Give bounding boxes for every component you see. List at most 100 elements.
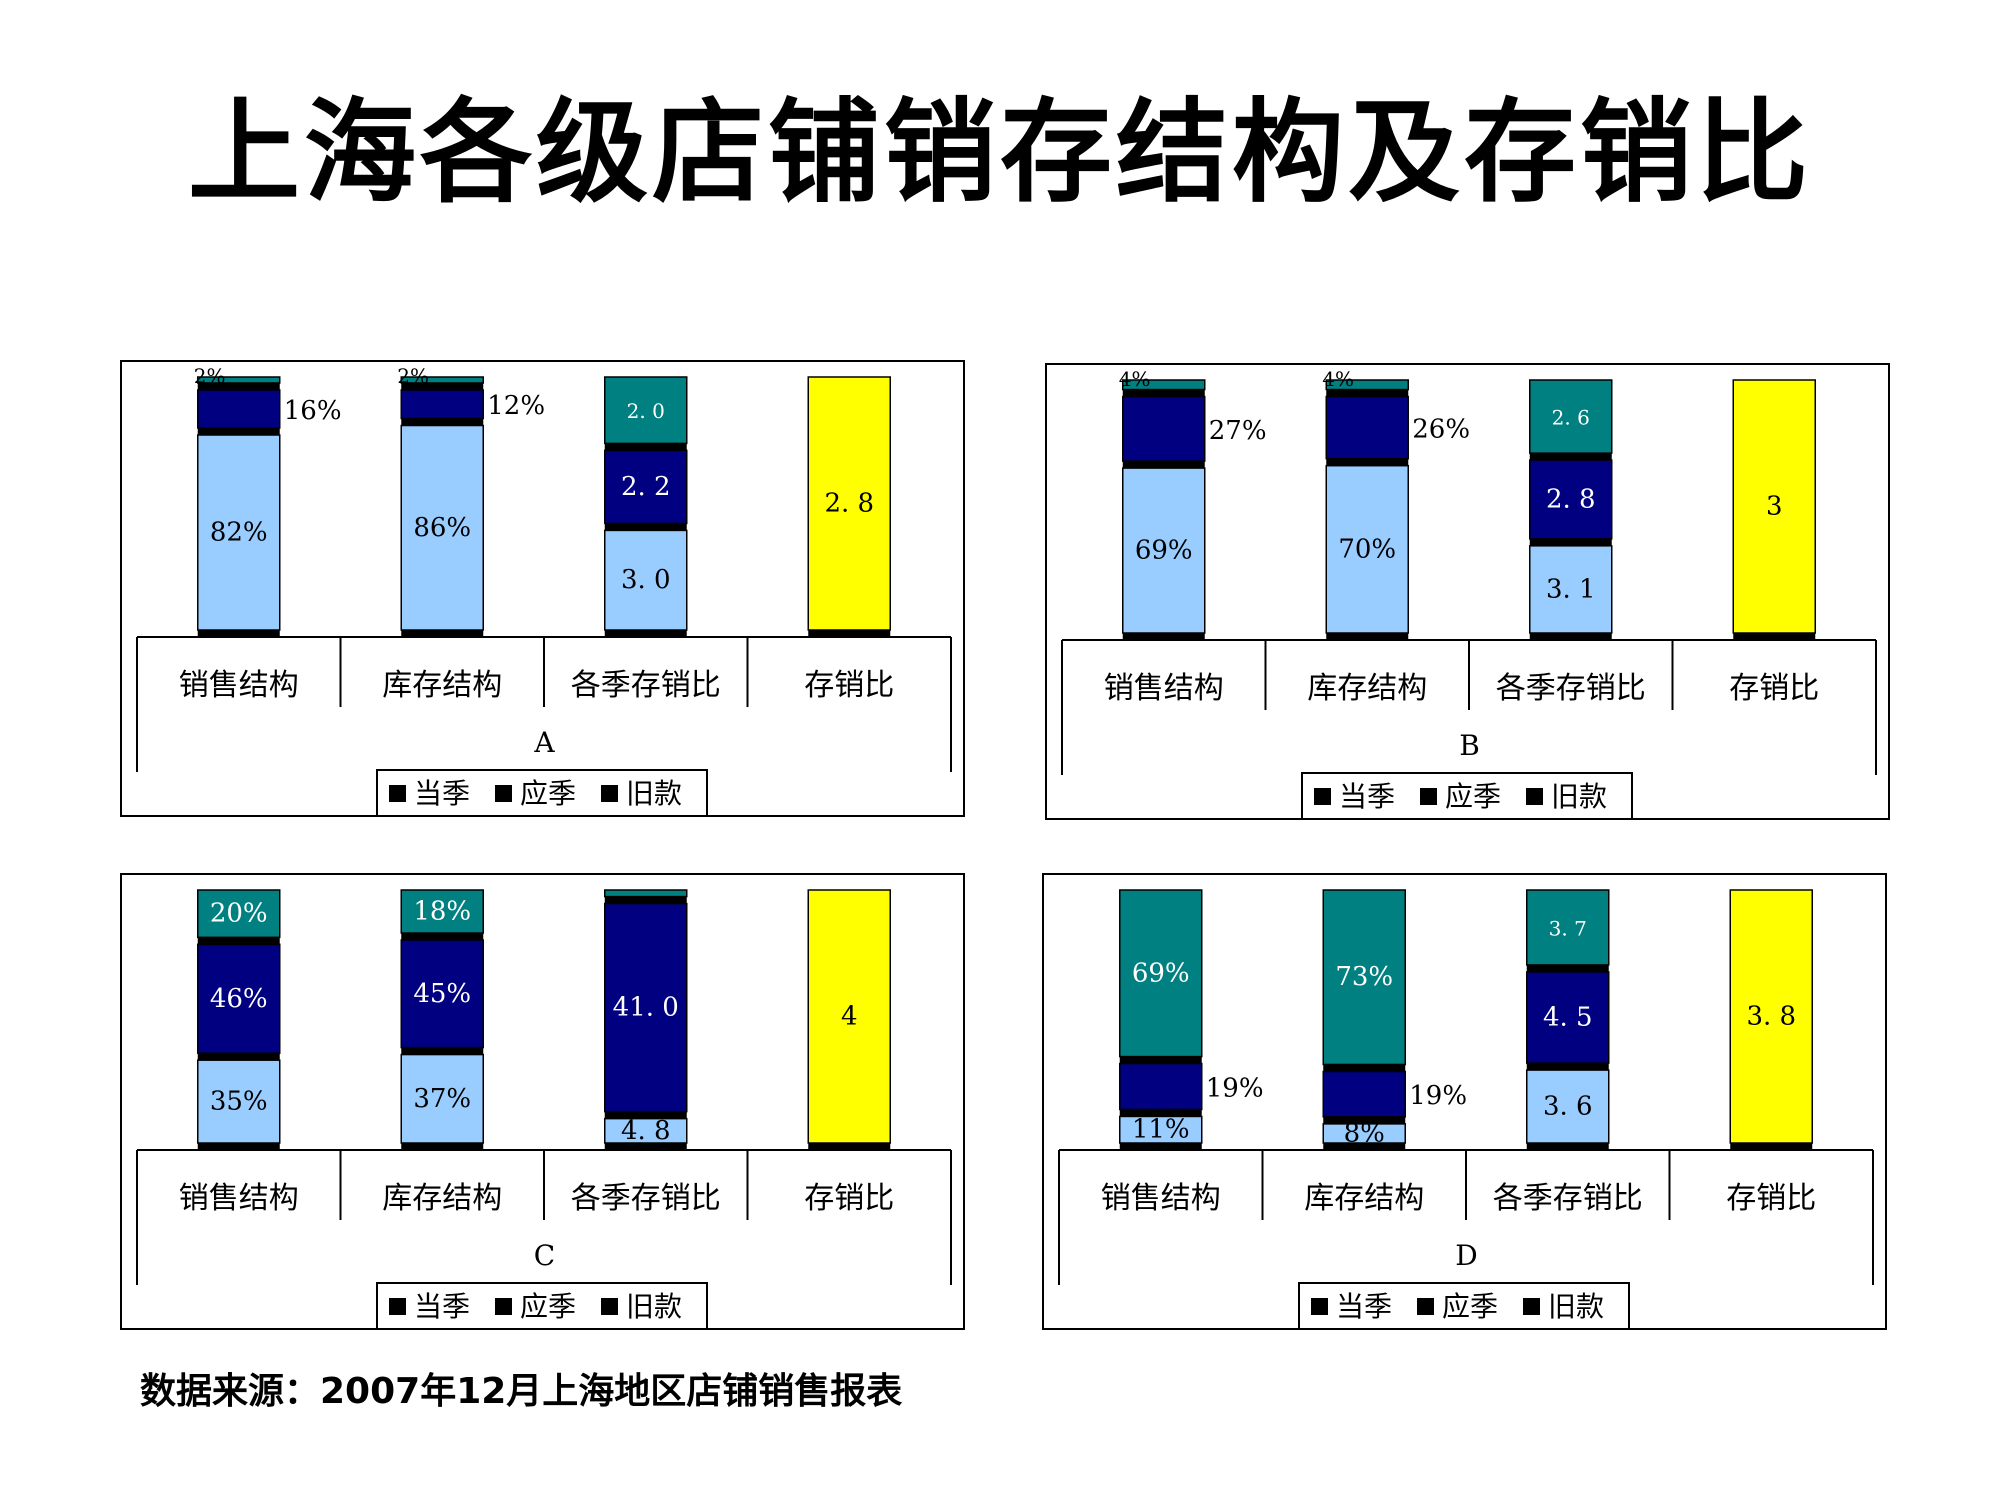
bar-separator — [604, 630, 687, 637]
bar-separator — [604, 443, 687, 451]
bar-separator — [1326, 458, 1409, 466]
bar-segment-旧款 — [604, 889, 688, 898]
data-label: 19% — [1409, 1081, 1467, 1111]
bar-separator — [604, 896, 687, 904]
bar-销售结构: 82% 16% 2% — [194, 364, 342, 637]
bar-segment-当季 — [1122, 467, 1206, 634]
data-label: 4% — [1119, 367, 1151, 391]
bar-segment-当季 — [197, 434, 281, 631]
data-label: 2. 8 — [824, 489, 874, 519]
bar-separator — [1326, 633, 1409, 640]
data-label: 3. 1 — [1546, 574, 1596, 604]
bar-存销比: 4 — [807, 889, 891, 1150]
bar-separator — [401, 418, 484, 426]
bar-segment-应季 — [1122, 395, 1206, 462]
bar-separator — [1529, 633, 1612, 640]
data-label: 69% — [1135, 536, 1193, 566]
data-label: 3. 8 — [1746, 1002, 1796, 1032]
data-label: 2% — [194, 364, 226, 388]
legend-label: 应季 — [520, 777, 576, 810]
bar-separator — [808, 630, 891, 637]
data-label: 11% — [1132, 1115, 1190, 1145]
legend-label: 旧款 — [626, 1290, 682, 1323]
bar-segment-存销比 — [1732, 379, 1816, 634]
group-label: D — [1455, 1239, 1477, 1272]
data-label: 4% — [1322, 367, 1354, 391]
legend-label: 当季 — [414, 777, 470, 810]
bar-segment-当季 — [1119, 1115, 1203, 1144]
data-label: 20% — [210, 899, 268, 929]
chart-panel-c: 35% 46% 20% 37% 45% 18% 4. 8 41. 0 4 销售结构 库存结构 各季存销… — [120, 873, 965, 1330]
bar-存销比: 2. 8 — [807, 376, 891, 637]
bar-segment-旧款 — [1322, 889, 1406, 1066]
bar-separator — [1122, 461, 1205, 469]
bar-库存结构: 37% 45% 18% — [400, 889, 484, 1150]
category-label: 销售结构 — [1104, 671, 1224, 706]
category-label: 库存结构 — [1307, 671, 1427, 706]
data-label: 4. 5 — [1543, 1003, 1593, 1033]
bar-库存结构: 70% 26% 4% — [1322, 367, 1470, 640]
bar-segment-存销比 — [1729, 889, 1813, 1144]
category-label: 销售结构 — [179, 668, 299, 703]
page-title: 上海各级店铺销存结构及存销比 — [188, 88, 1812, 218]
bar-存销比: 3. 8 — [1729, 889, 1813, 1150]
bar-separator — [1326, 389, 1409, 397]
bar-segment-应季 — [1322, 1070, 1406, 1118]
data-label: 12% — [487, 391, 545, 421]
chart-svg: 35% 46% 20% 37% 45% 18% 4. 8 41. 0 4 销售结构 库存结构 各季存销… — [136, 889, 952, 1330]
bar-segment-应季 — [400, 939, 484, 1049]
bar-separator — [197, 428, 280, 436]
bar-库存结构: 8%19%73% — [1322, 889, 1467, 1150]
bar-库存结构: 86% 12% 2% — [397, 364, 545, 637]
bar-segment-应季 — [197, 943, 281, 1054]
category-label: 库存结构 — [382, 1181, 502, 1216]
bar-segment-应季 — [604, 449, 688, 525]
legend-label: 当季 — [1336, 1290, 1392, 1323]
category-label: 销售结构 — [179, 1181, 299, 1216]
category-label: 存销比 — [804, 1181, 894, 1216]
bar-segment-当季 — [1526, 1069, 1610, 1144]
legend-swatch — [495, 1298, 512, 1315]
legend-swatch — [389, 785, 406, 802]
bar-segment-旧款 — [400, 889, 484, 934]
category-label: 各季存销比 — [1496, 671, 1646, 706]
bar-各季存销比: 4. 8 41. 0 — [604, 889, 688, 1150]
data-label: 35% — [210, 1087, 268, 1117]
legend-label: 应季 — [1445, 780, 1501, 813]
bar-segment-当季 — [197, 1059, 281, 1144]
data-label: 3 — [1766, 492, 1783, 522]
data-label: 2. 6 — [1552, 406, 1590, 430]
bar-separator — [1323, 1143, 1406, 1150]
legend-label: 旧款 — [626, 777, 682, 810]
bar-separator — [604, 523, 687, 531]
data-label: 3. 6 — [1543, 1092, 1593, 1122]
bar-separator — [197, 1053, 280, 1061]
data-label: 2. 8 — [1546, 484, 1596, 514]
data-label: 4. 8 — [621, 1116, 671, 1146]
bar-segment-旧款 — [197, 376, 281, 384]
legend-label: 旧款 — [1551, 780, 1607, 813]
bar-segment-当季 — [400, 1053, 484, 1144]
bar-segment-应季 — [1325, 395, 1409, 460]
bar-segment-当季 — [1529, 545, 1613, 634]
bar-separator — [401, 630, 484, 637]
chart-svg: 82% 16% 2% 86% 12% 2% 3. 0 2. 2 2. 0 2. 8 销售结构 库存结构… — [136, 364, 952, 817]
legend: 当季 应季 旧款 — [376, 769, 708, 817]
bar-segment-当季 — [400, 424, 484, 631]
bar-各季存销比: 3. 1 2. 8 2. 6 — [1529, 379, 1613, 640]
category-label: 存销比 — [804, 668, 894, 703]
legend-label: 当季 — [1339, 780, 1395, 813]
bar-segment-存销比 — [807, 889, 891, 1144]
bar-separator — [401, 1143, 484, 1150]
bar-separator — [1526, 1063, 1609, 1071]
legend-label: 旧款 — [1548, 1290, 1604, 1323]
bar-separator — [1122, 389, 1205, 397]
bar-segment-应季 — [604, 902, 688, 1113]
data-label: 2. 2 — [621, 472, 671, 502]
bar-separator — [401, 1047, 484, 1055]
bar-销售结构: 69% 27% 4% — [1119, 367, 1267, 640]
legend-label: 应季 — [520, 1290, 576, 1323]
group-label: C — [534, 1239, 555, 1272]
legend-swatch — [1523, 1298, 1540, 1315]
